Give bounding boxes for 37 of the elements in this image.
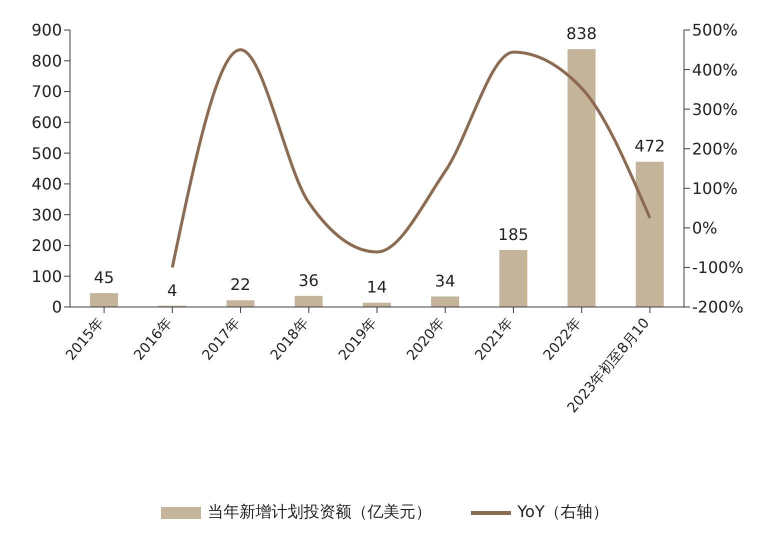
data-label: 45	[94, 268, 114, 288]
y-tick-label: 400	[31, 174, 62, 194]
y-tick-label: 900	[31, 20, 62, 40]
data-label: 22	[230, 275, 251, 294]
data-label: 472	[634, 136, 666, 156]
bar	[431, 296, 460, 307]
y2-tick-label: -100%	[692, 258, 744, 278]
legend-label: YoY（右轴）	[517, 502, 609, 523]
y-tick-label: 300	[31, 205, 62, 224]
data-label: 838	[566, 24, 597, 44]
y-tick-label: 800	[31, 51, 62, 70]
data-label: 14	[366, 278, 388, 297]
data-label: 34	[434, 272, 456, 291]
y-tick-label: 200	[31, 236, 62, 256]
y2-tick-label: 500%	[692, 20, 738, 40]
y2-tick-label: 100%	[692, 178, 738, 198]
data-label: 185	[498, 225, 529, 244]
bar	[568, 49, 596, 307]
y2-tick-label: 200%	[692, 139, 738, 158]
bar	[636, 162, 664, 307]
y-tick-label: 700	[31, 82, 62, 102]
bar	[499, 250, 528, 307]
y2-tick-label: 300%	[692, 100, 738, 119]
bar	[90, 293, 118, 307]
y2-tick-label: 0%	[692, 218, 718, 238]
bar	[294, 296, 323, 307]
y-tick-label: 0	[52, 298, 62, 317]
data-label: 36	[298, 270, 319, 290]
y2-tick-label: 400%	[692, 60, 738, 80]
bar	[226, 300, 254, 307]
y2-tick-label: -200%	[692, 298, 744, 317]
y-tick-label: 600	[31, 113, 62, 132]
data-label: 4	[167, 280, 178, 300]
bar	[362, 302, 391, 307]
y-tick-label: 500	[31, 144, 62, 163]
legend-label: 当年新增计划投资额（亿美元）	[207, 502, 432, 523]
y-tick-label: 100	[31, 266, 62, 286]
